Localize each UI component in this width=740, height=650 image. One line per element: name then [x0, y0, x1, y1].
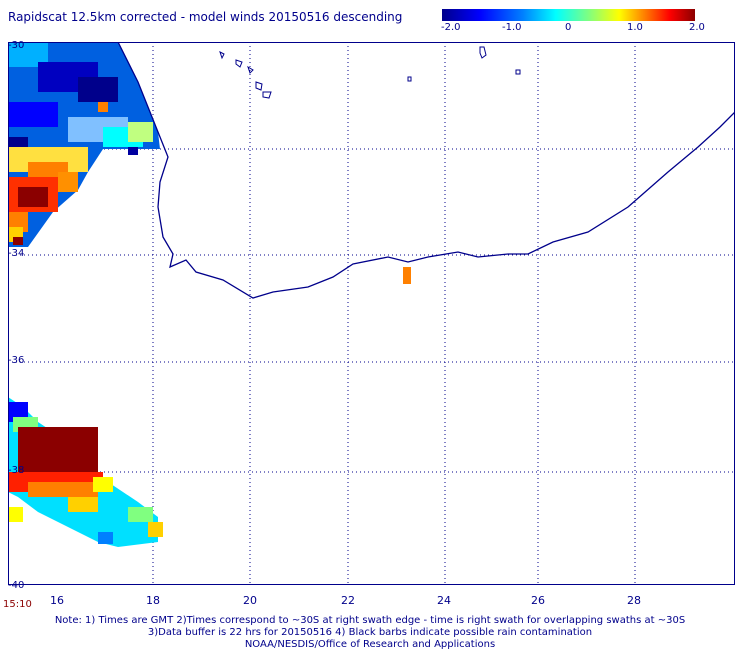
map-area [8, 42, 735, 585]
colorbar-label-neg1: -1.0 [502, 22, 522, 33]
isolated-data-patch [403, 267, 411, 284]
note-line-2: 3)Data buffer is 22 hrs for 20150516 4) … [147, 627, 593, 638]
lat-label-34: -34 [8, 248, 25, 259]
upper-swath [8, 42, 160, 247]
map-title: Rapidscat 12.5km corrected - model winds… [8, 10, 403, 24]
colorbar-label-pos1: 1.0 [627, 22, 643, 33]
note-line-3: NOAA/NESDIS/Office of Research and Appli… [244, 639, 496, 650]
lon-label-26: 26 [531, 594, 545, 607]
lat-label-38: -38 [8, 465, 25, 476]
lon-label-24: 24 [437, 594, 451, 607]
lon-label-18: 18 [146, 594, 160, 607]
lat-label-30: -30 [8, 40, 25, 51]
lon-label-22: 22 [341, 594, 355, 607]
colorbar [442, 9, 695, 21]
grid-lines [8, 42, 735, 585]
lat-label-36: -36 [8, 355, 25, 366]
lower-swath [8, 397, 163, 547]
colorbar-label-min: -2.0 [441, 22, 461, 33]
coastline [117, 42, 735, 299]
swath-time-label: 15:10 [3, 599, 32, 610]
lat-label-40: -40 [8, 580, 25, 591]
note-line-1: Note: 1) Times are GMT 2)Times correspon… [54, 615, 686, 626]
colorbar-label-zero: 0 [565, 22, 572, 33]
lon-label-28: 28 [627, 594, 641, 607]
islands [219, 46, 521, 99]
colorbar-label-max: 2.0 [689, 22, 705, 33]
lon-label-20: 20 [243, 594, 257, 607]
lon-label-16: 16 [50, 594, 64, 607]
